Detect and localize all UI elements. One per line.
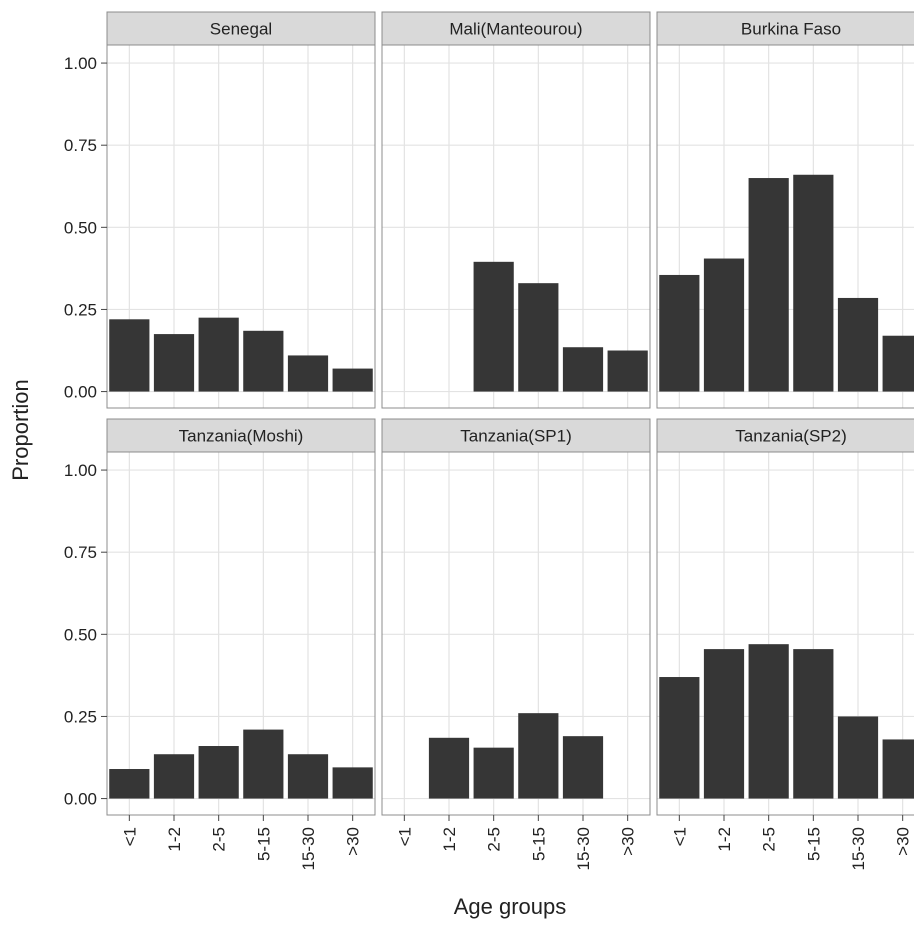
facet-title: Mali(Manteourou): [449, 20, 582, 39]
bar: [153, 754, 195, 799]
x-tick-label: 5-15: [529, 827, 548, 861]
y-tick-label: 0.50: [64, 218, 97, 237]
y-tick-label: 0.25: [64, 707, 97, 726]
x-tick-label: 15-30: [574, 827, 593, 870]
x-tick-label: 5-15: [254, 827, 273, 861]
y-tick-label: 0.25: [64, 300, 97, 319]
x-tick-label: 1-2: [715, 827, 734, 852]
facet-title: Senegal: [210, 20, 272, 39]
x-tick-label: 2-5: [760, 827, 779, 852]
x-tick-label: <1: [670, 827, 689, 846]
strip: [106, 11, 376, 46]
facet-title: Tanzania(SP2): [735, 427, 847, 446]
bar: [473, 261, 514, 392]
bar: [332, 767, 373, 799]
bar: [153, 334, 195, 392]
bar: [607, 350, 648, 392]
bar: [793, 649, 834, 799]
bar: [837, 716, 879, 799]
x-tick-label: >30: [619, 827, 638, 856]
y-tick-label: 1.00: [64, 461, 97, 480]
bar: [659, 677, 700, 799]
bar: [518, 713, 559, 799]
bar: [198, 317, 239, 392]
bar: [473, 747, 514, 799]
y-tick-label: 0.75: [64, 543, 97, 562]
panel-border: [106, 44, 376, 409]
panel-content: [382, 452, 650, 815]
bar: [659, 274, 700, 392]
x-tick-label: <1: [120, 827, 139, 846]
y-tick-label: 1.00: [64, 54, 97, 73]
bar: [748, 644, 789, 799]
panel-content: [657, 45, 914, 408]
bar: [287, 754, 329, 799]
x-tick-label: 2-5: [485, 827, 504, 852]
facet-title: Burkina Faso: [741, 20, 841, 39]
bar: [703, 258, 745, 392]
y-axis-title: Proportion: [8, 379, 33, 481]
bar: [518, 283, 559, 392]
strip: [381, 11, 651, 46]
panel: [107, 452, 375, 815]
bar: [562, 347, 604, 392]
panel-content: [382, 45, 650, 408]
bar: [332, 368, 373, 392]
bar: [287, 355, 329, 392]
bar: [882, 739, 914, 799]
bar: [837, 297, 879, 392]
panel: [382, 452, 650, 815]
bar: [703, 649, 745, 799]
x-tick-label: <1: [395, 827, 414, 846]
strip: [656, 418, 914, 453]
bar: [428, 737, 470, 799]
bar: [243, 330, 284, 392]
y-tick-label: 0.00: [64, 383, 97, 402]
panel-border: [381, 451, 651, 816]
x-tick-label: 15-30: [299, 827, 318, 870]
bar: [793, 174, 834, 392]
panel-content: [107, 452, 375, 815]
y-tick-label: 0.75: [64, 136, 97, 155]
facet-title: Tanzania(SP1): [460, 427, 572, 446]
panel-border: [656, 44, 914, 409]
bar: [882, 335, 914, 392]
x-tick-label: 5-15: [804, 827, 823, 861]
strip: [106, 418, 376, 453]
panel-content: [107, 45, 375, 408]
bar: [109, 319, 150, 392]
panel-border: [106, 451, 376, 816]
x-tick-label: 2-5: [210, 827, 229, 852]
panel: [382, 45, 650, 408]
panel-border: [381, 44, 651, 409]
x-tick-label: 1-2: [440, 827, 459, 852]
bar: [198, 746, 239, 799]
bar: [243, 729, 284, 799]
y-tick-label: 0.50: [64, 625, 97, 644]
bar: [748, 178, 789, 392]
panel-content: [657, 452, 914, 815]
x-tick-label: 1-2: [165, 827, 184, 852]
x-tick-label: >30: [894, 827, 913, 856]
x-tick-label: 15-30: [849, 827, 868, 870]
panel-border: [656, 451, 914, 816]
panel: [107, 45, 375, 408]
bar: [562, 736, 604, 799]
x-axis-title: Age groups: [454, 894, 567, 919]
y-tick-label: 0.00: [64, 790, 97, 809]
facet-title: Tanzania(Moshi): [179, 427, 304, 446]
x-tick-label: >30: [344, 827, 363, 856]
bar: [109, 769, 150, 799]
